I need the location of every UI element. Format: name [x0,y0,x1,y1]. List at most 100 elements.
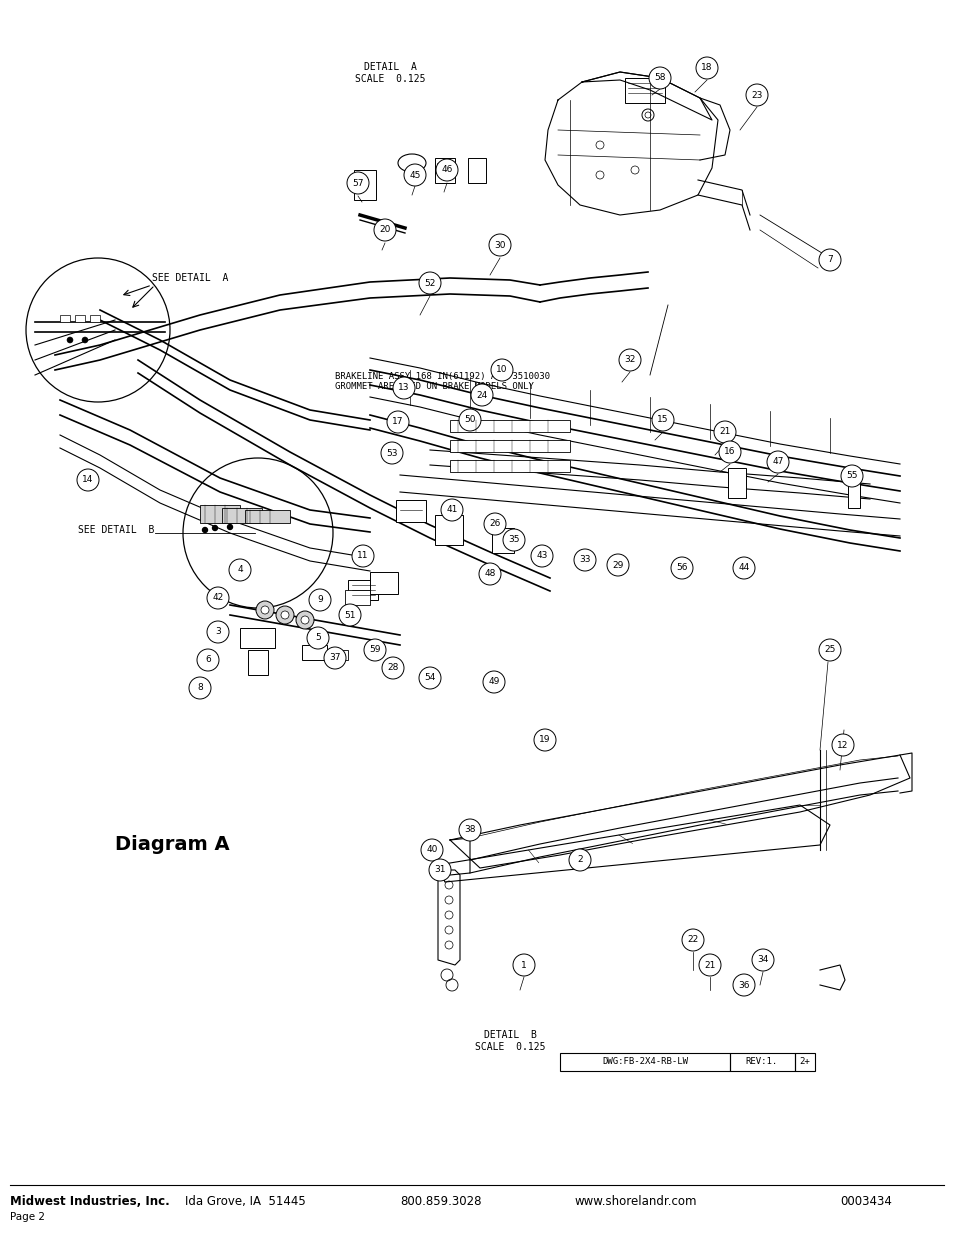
Bar [450,459,569,472]
Text: 1: 1 [520,961,526,969]
Circle shape [699,953,720,976]
Text: 44: 44 [738,563,749,573]
Text: 34: 34 [757,956,768,965]
Circle shape [534,729,556,751]
Text: 50: 50 [464,415,476,425]
Circle shape [766,451,788,473]
Text: 0003434: 0003434 [840,1195,891,1208]
Circle shape [841,466,862,487]
Circle shape [482,671,504,693]
Circle shape [732,974,754,995]
Circle shape [719,441,740,463]
Circle shape [352,545,374,567]
Text: DETAIL  A
SCALE  0.125: DETAIL A SCALE 0.125 [355,62,425,84]
Text: Diagram A: Diagram A [115,835,230,853]
Text: 33: 33 [578,556,590,564]
Text: 36: 36 [738,981,749,989]
Circle shape [471,384,493,406]
Text: 15: 15 [657,415,668,425]
Text: 21: 21 [703,961,715,969]
Text: 800.859.3028: 800.859.3028 [399,1195,481,1208]
Text: 28: 28 [387,663,398,673]
Text: 16: 16 [723,447,735,457]
Text: 31: 31 [434,866,445,874]
Circle shape [295,611,314,629]
Bar [492,529,514,553]
Text: SEE DETAIL  B: SEE DETAIL B [78,525,154,535]
Text: 11: 11 [356,552,369,561]
Circle shape [207,587,229,609]
Text: 45: 45 [409,170,420,179]
Bar [435,158,455,183]
Text: 37: 37 [329,653,340,662]
Bar [345,590,370,605]
Circle shape [261,606,269,614]
Circle shape [67,337,73,343]
Circle shape [429,860,451,881]
Circle shape [751,948,773,971]
Circle shape [696,57,718,79]
Bar [395,500,426,522]
Circle shape [196,650,219,671]
Bar [328,650,348,659]
Circle shape [387,411,409,433]
Text: 26: 26 [489,520,500,529]
Text: 17: 17 [392,417,403,426]
Text: 12: 12 [837,741,848,750]
Text: 40: 40 [426,846,437,855]
Circle shape [213,526,217,531]
Text: 57: 57 [352,179,363,188]
Text: 58: 58 [654,74,665,83]
Text: 30: 30 [494,241,505,249]
Text: 43: 43 [536,552,547,561]
Circle shape [818,638,841,661]
Circle shape [745,84,767,106]
Circle shape [393,377,415,399]
Text: 56: 56 [676,563,687,573]
Text: Page 2: Page 2 [10,1212,45,1221]
Text: 35: 35 [508,536,519,545]
Circle shape [491,359,513,382]
Text: 53: 53 [386,448,397,457]
Circle shape [77,469,99,492]
Circle shape [418,272,440,294]
Text: 59: 59 [369,646,380,655]
Text: 4: 4 [237,566,243,574]
Text: 38: 38 [464,825,476,835]
Circle shape [436,159,457,182]
Bar [222,508,262,522]
Bar [435,515,462,545]
Bar [729,1053,794,1071]
Text: 51: 51 [344,610,355,620]
Text: 10: 10 [496,366,507,374]
Text: 8: 8 [197,683,203,693]
Circle shape [568,848,590,871]
Text: 19: 19 [538,736,550,745]
Text: 13: 13 [397,384,410,393]
Circle shape [648,67,670,89]
Circle shape [364,638,386,661]
Text: 42: 42 [213,594,223,603]
Circle shape [670,557,692,579]
Text: www.shorelandr.com: www.shorelandr.com [575,1195,697,1208]
Circle shape [681,929,703,951]
Text: 18: 18 [700,63,712,73]
Bar [794,1053,814,1071]
Text: 5: 5 [314,634,320,642]
Text: 14: 14 [82,475,93,484]
Text: 54: 54 [424,673,436,683]
Circle shape [531,545,553,567]
Bar [248,650,268,676]
Bar [468,158,485,183]
Circle shape [713,421,735,443]
Circle shape [381,657,403,679]
Circle shape [229,559,251,580]
Bar [559,1053,729,1071]
Circle shape [227,525,233,530]
Circle shape [301,616,309,624]
Circle shape [489,233,511,256]
Bar [727,468,745,498]
Circle shape [458,409,480,431]
Text: DETAIL  B
SCALE  0.125: DETAIL B SCALE 0.125 [475,1030,545,1051]
Text: 47: 47 [772,457,782,467]
